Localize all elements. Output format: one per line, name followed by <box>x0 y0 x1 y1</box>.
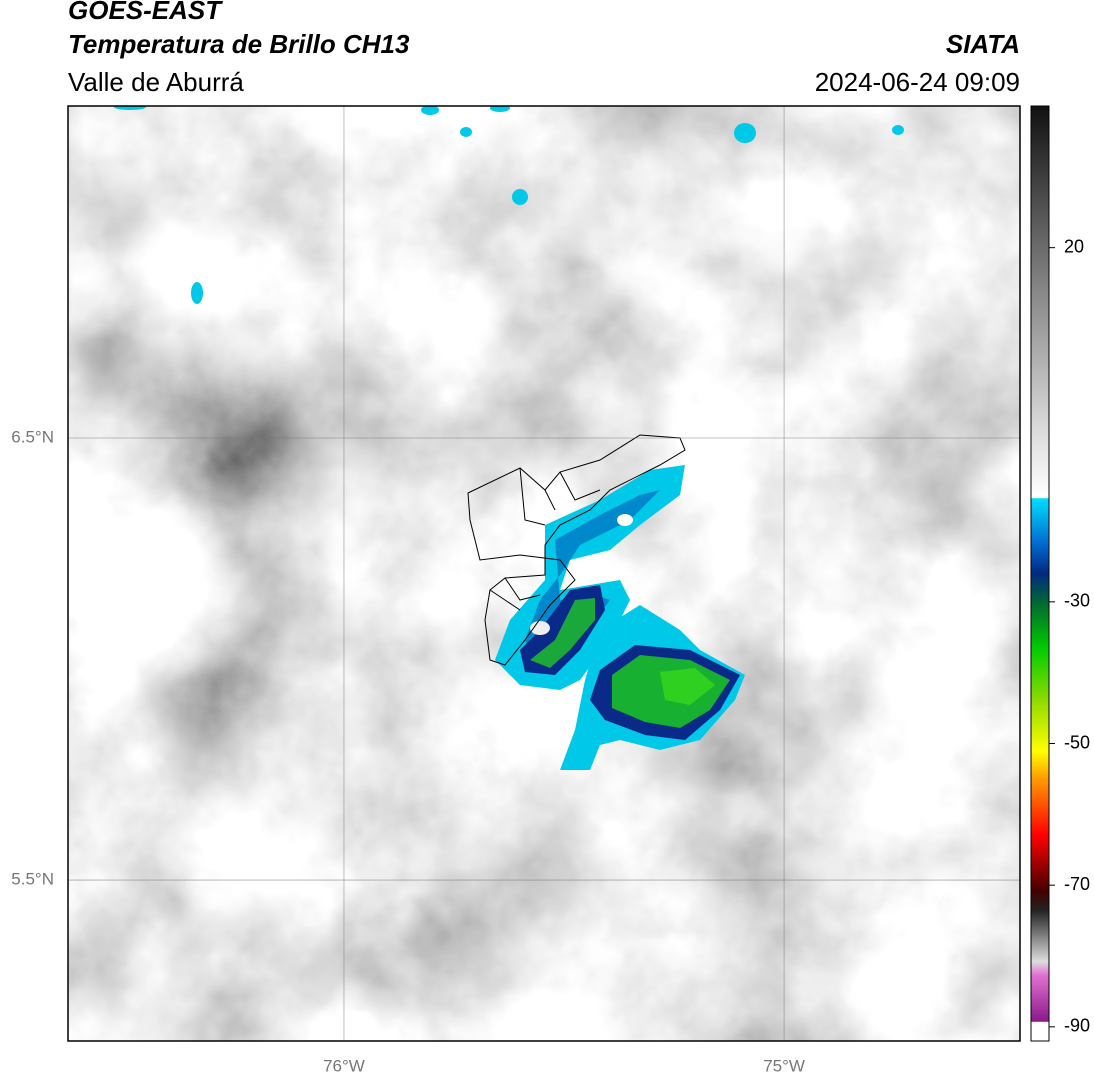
datetime: 2024-06-24 09:09 <box>815 67 1020 97</box>
convection <box>114 106 904 770</box>
map-image <box>68 106 1020 1041</box>
colorbar-tick-label: -70 <box>1064 874 1090 894</box>
subtitle: Temperatura de Brillo CH13 <box>68 29 410 59</box>
colorbar-tick-label: -90 <box>1064 1016 1090 1036</box>
title: GOES-EAST <box>68 0 223 25</box>
colorbar-tick-label: -50 <box>1064 732 1090 752</box>
map-frame <box>67 105 1021 1042</box>
colorbar <box>1030 105 1050 1042</box>
lon-label: 76°W <box>323 1056 365 1075</box>
colorbar-tick-label: 20 <box>1064 236 1084 256</box>
colorbar-tick-label: -30 <box>1064 591 1090 611</box>
municipal-boundaries <box>467 434 686 666</box>
graticule <box>68 106 1020 1041</box>
lon-label: 75°W <box>763 1056 805 1075</box>
cloud-field <box>68 106 1020 1041</box>
lat-label: 5.5°N <box>11 870 54 889</box>
region: Valle de Aburrá <box>68 67 244 97</box>
source: SIATA <box>946 29 1020 59</box>
lat-label: 6.5°N <box>11 427 54 446</box>
